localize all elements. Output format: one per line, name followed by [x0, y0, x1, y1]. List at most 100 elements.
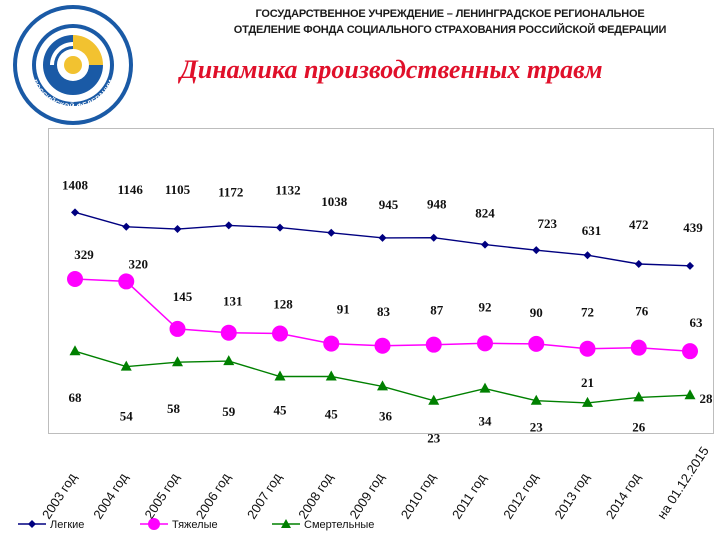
point-fatal	[377, 380, 388, 391]
data-label-light: 1172	[218, 184, 243, 199]
x-tick-label: на 01.12.2015	[654, 444, 712, 522]
x-tick-label: 2003 год	[39, 470, 80, 522]
point-heavy	[67, 270, 83, 287]
point-fatal	[428, 394, 440, 405]
point-fatal	[274, 370, 286, 381]
point-heavy	[118, 273, 135, 290]
x-tick-label: 2010 год	[398, 470, 439, 522]
point-heavy	[579, 340, 596, 357]
point-light	[429, 233, 438, 242]
x-tick-label: 2006 год	[193, 470, 234, 522]
data-label-heavy: 145	[173, 289, 193, 304]
data-label-light: 1105	[165, 182, 191, 197]
point-fatal	[223, 355, 235, 366]
legend-label-light: Легкие	[50, 519, 84, 531]
point-fatal	[325, 370, 337, 381]
x-tick-label: 2005 год	[141, 470, 182, 522]
point-heavy	[272, 325, 288, 342]
point-light	[224, 221, 233, 230]
legend-label-heavy: Тяжелые	[172, 519, 218, 531]
point-fatal	[120, 360, 132, 371]
data-label-heavy: 128	[273, 297, 293, 312]
point-fatal	[530, 394, 542, 405]
series-line-fatal	[74, 350, 691, 404]
data-label-fatal: 68	[69, 390, 83, 405]
legend-marker-fatal	[281, 519, 291, 528]
point-fatal	[479, 382, 491, 393]
data-label-light: 1038	[321, 194, 348, 209]
legend-label-fatal: Смертельные	[304, 519, 374, 531]
data-label-heavy: 91	[337, 302, 350, 317]
point-heavy	[477, 335, 493, 352]
point-fatal	[582, 396, 593, 407]
point-fatal	[633, 391, 645, 402]
point-heavy	[682, 343, 698, 360]
data-label-fatal: 23	[530, 420, 544, 435]
data-label-heavy: 131	[223, 294, 243, 309]
point-fatal	[684, 389, 696, 400]
x-tick-label: 2013 год	[551, 470, 592, 522]
point-light	[583, 251, 592, 260]
data-label-heavy: 320	[129, 256, 149, 271]
point-light	[122, 222, 131, 231]
data-label-heavy: 90	[530, 305, 543, 320]
fss-logo: ФОНД СОЦИАЛЬНОГО СТРАХОВАНИЯ РОССИЙСКОЙ …	[13, 5, 133, 125]
point-heavy	[630, 339, 647, 356]
x-tick-label: 2012 год	[500, 470, 541, 522]
data-label-fatal: 23	[427, 431, 441, 446]
data-label-light: 824	[475, 206, 495, 221]
org-name-line-1: ГОСУДАРСТВЕННОЕ УЧРЕЖДЕНИЕ – ЛЕНИНГРАДСК…	[255, 8, 645, 20]
legend-marker-light	[28, 520, 36, 528]
data-label-light: 723	[538, 216, 558, 231]
point-light	[276, 223, 284, 232]
data-label-fatal: 58	[167, 401, 181, 416]
data-label-heavy: 87	[430, 303, 444, 318]
data-label-heavy: 76	[635, 304, 649, 319]
point-heavy	[220, 324, 237, 341]
data-label-heavy: 92	[479, 299, 492, 314]
data-label-light: 631	[582, 223, 602, 238]
data-label-fatal: 28	[700, 391, 714, 406]
data-label-heavy: 72	[581, 305, 594, 320]
point-light	[481, 240, 489, 249]
x-tick-label: 2014 год	[603, 470, 644, 522]
data-label-light: 945	[379, 197, 399, 212]
data-label-light: 1408	[62, 177, 89, 192]
point-fatal	[172, 356, 183, 367]
data-label-heavy: 63	[690, 315, 704, 330]
x-tick-label: 2011 год	[449, 471, 489, 522]
data-label-heavy: 329	[74, 247, 94, 262]
point-light	[327, 228, 336, 237]
data-label-light: 1146	[118, 182, 144, 197]
point-heavy	[323, 335, 340, 352]
x-tick-label: 2008 год	[295, 470, 336, 522]
data-label-fatal: 26	[632, 419, 646, 434]
point-heavy	[374, 337, 391, 354]
data-label-fatal: 59	[222, 404, 236, 419]
data-label-light: 1132	[275, 183, 300, 198]
legend-marker-heavy	[148, 518, 160, 530]
point-fatal	[69, 345, 81, 356]
point-heavy	[425, 336, 442, 353]
point-light	[532, 246, 541, 255]
data-label-light: 472	[629, 217, 649, 232]
plot-area-frame	[48, 128, 714, 434]
org-name-line-2: ОТДЕЛЕНИЕ ФОНДА СОЦИАЛЬНОГО СТРАХОВАНИЯ …	[233, 24, 667, 36]
x-tick-label: 2004 год	[90, 470, 131, 522]
data-label-heavy: 83	[377, 304, 391, 319]
data-label-fatal: 54	[120, 409, 134, 424]
x-tick-label: 2007 год	[244, 470, 285, 522]
data-label-light: 439	[683, 220, 703, 235]
data-label-fatal: 34	[479, 414, 493, 429]
data-label-light: 948	[427, 197, 447, 212]
point-light	[71, 208, 79, 217]
data-label-fatal: 45	[274, 403, 288, 418]
data-label-fatal: 36	[379, 408, 393, 423]
point-light	[378, 233, 387, 242]
x-tick-label: 2009 год	[346, 470, 387, 522]
point-heavy	[528, 335, 545, 352]
point-light	[173, 225, 182, 234]
point-light	[634, 260, 643, 269]
data-label-fatal: 21	[581, 375, 594, 390]
